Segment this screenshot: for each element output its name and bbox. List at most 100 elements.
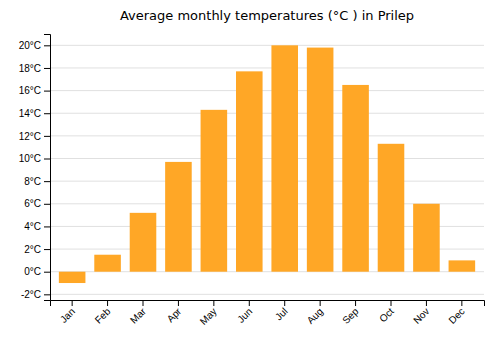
x-tick-label: May (198, 306, 219, 327)
y-tick-mark (44, 159, 50, 160)
x-axis: Jan Feb Mar Apr May Jun Jul Aug Sep Oct Nov Dec (51, 300, 485, 327)
y-axis: -2°C 0°C 2°C 4°C 6°C 8°C 10°C 12°C 14°C 16°C 18°C 2… (19, 35, 51, 301)
y-tick-mark (44, 249, 50, 250)
y-tick-label: 16°C (19, 85, 41, 96)
grid-line (50, 135, 484, 136)
y-tick-mark (44, 136, 50, 137)
y-tick-label: 4°C (24, 221, 41, 232)
grid-line (50, 67, 484, 68)
x-tick: Nov (411, 300, 431, 326)
x-tick: Dec (446, 300, 466, 326)
y-tick-label: 12°C (19, 131, 41, 142)
grid-line (50, 113, 484, 114)
y-tick-mark (44, 113, 50, 114)
bar (271, 45, 298, 271)
y-tick-label: 14°C (19, 108, 41, 119)
x-tick-mark (355, 300, 356, 306)
y-tick: 0°C (24, 266, 50, 277)
x-tick-label: Jan (58, 306, 77, 325)
grid-line (50, 294, 484, 295)
x-tick: Jan (58, 300, 77, 325)
x-tick: Feb (93, 300, 113, 326)
y-tick-mark (44, 204, 50, 205)
grid-line (50, 181, 484, 182)
y-axis-line (44, 35, 51, 301)
marks (59, 45, 475, 283)
x-tick-mark (391, 300, 392, 306)
y-tick: -2°C (21, 289, 50, 300)
bar (449, 260, 476, 271)
x-tick-label: Jul (273, 306, 290, 323)
y-tick-label: 6°C (24, 198, 41, 209)
bar (413, 204, 440, 272)
grid-line (50, 90, 484, 91)
grid-line (50, 158, 484, 159)
y-tick: 4°C (24, 221, 50, 232)
x-tick: Apr (165, 300, 184, 324)
x-tick-mark (461, 300, 462, 306)
x-tick: Mar (128, 300, 148, 326)
x-tick-mark (143, 300, 144, 306)
bar (378, 144, 405, 272)
x-tick-mark (213, 300, 214, 306)
x-tick-mark (249, 300, 250, 306)
y-tick: 12°C (19, 131, 50, 142)
y-tick-label: 2°C (24, 244, 41, 255)
y-tick: 8°C (24, 176, 50, 187)
y-tick: 18°C (19, 63, 50, 74)
bar (307, 48, 334, 272)
y-tick-mark (44, 181, 50, 182)
bar (94, 255, 121, 272)
x-tick: Sep (340, 300, 361, 326)
y-tick-mark (44, 45, 50, 46)
x-tick: Aug (305, 300, 325, 326)
y-tick-label: 18°C (19, 63, 41, 74)
x-tick-mark (72, 300, 73, 306)
grid-line (50, 45, 484, 46)
x-tick-label: Feb (93, 305, 113, 325)
x-tick-mark (426, 300, 427, 306)
y-tick-label: 0°C (24, 266, 41, 277)
x-tick-label: Apr (165, 305, 184, 324)
x-tick: Oct (377, 300, 396, 324)
bar (236, 71, 263, 271)
x-tick-label: Nov (411, 306, 431, 326)
x-tick-label: Mar (128, 305, 148, 325)
plot: -2°C 0°C 2°C 4°C 6°C 8°C 10°C 12°C 14°C 16°C 18°C 2… (19, 35, 485, 327)
x-tick-label: Sep (340, 305, 361, 326)
y-tick-label: 20°C (19, 40, 41, 51)
bar (342, 85, 369, 272)
x-tick-mark (107, 300, 108, 306)
bar (165, 162, 192, 272)
x-tick-mark (284, 300, 285, 306)
y-tick-label: 10°C (19, 153, 41, 164)
bar (59, 272, 86, 283)
x-axis-line (51, 301, 485, 307)
bar (130, 213, 157, 272)
x-tick-label: Oct (377, 306, 396, 325)
y-tick: 14°C (19, 108, 50, 119)
chart: -2°C 0°C 2°C 4°C 6°C 8°C 10°C 12°C 14°C 16°C 18°C 2… (0, 0, 500, 350)
y-tick-label: 8°C (24, 176, 41, 187)
y-tick: 16°C (19, 85, 50, 96)
y-tick-mark (44, 294, 50, 295)
x-tick-mark (320, 300, 321, 306)
x-tick-label: Jun (235, 306, 254, 325)
y-tick-mark (44, 272, 50, 273)
y-tick: 10°C (19, 153, 50, 164)
title: Average monthly temperatures (°C ) in Pr… (120, 8, 414, 23)
y-tick: 6°C (24, 198, 50, 209)
y-tick: 2°C (24, 244, 50, 255)
y-tick-label: -2°C (21, 289, 41, 300)
y-tick-mark (44, 226, 50, 227)
x-tick-label: Dec (446, 306, 466, 326)
x-tick-label: Aug (305, 306, 325, 326)
x-tick: May (198, 300, 219, 327)
y-tick: 20°C (19, 40, 50, 51)
bar (201, 110, 228, 272)
y-tick-mark (44, 91, 50, 92)
x-tick-mark (178, 300, 179, 306)
y-tick-mark (44, 68, 50, 69)
x-tick: Jun (235, 300, 254, 325)
grid (50, 45, 484, 294)
